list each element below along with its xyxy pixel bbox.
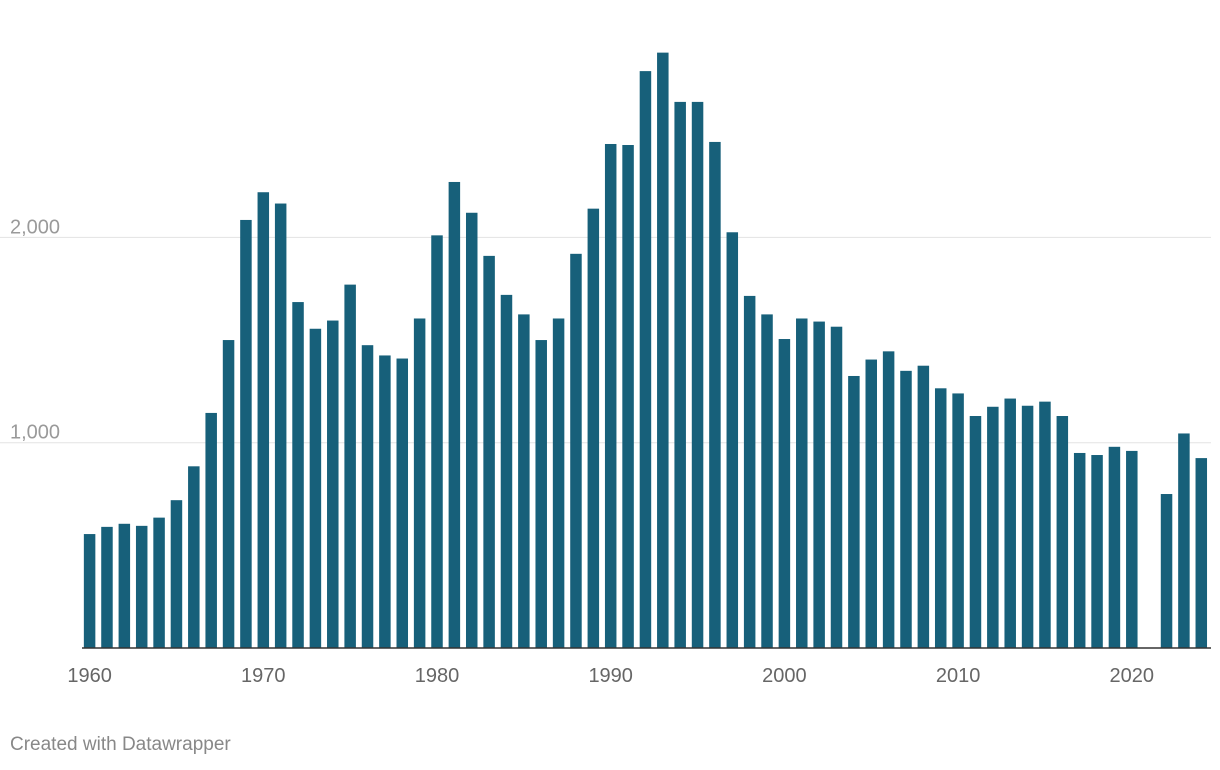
- x-tick-label-1960: 1960: [67, 665, 112, 687]
- bar-1973: [309, 328, 322, 648]
- bar-1964: [153, 517, 165, 648]
- bar-1975: [344, 284, 356, 648]
- bar-1960: [83, 534, 96, 648]
- bar-1962: [118, 523, 131, 648]
- x-tick-label-2020: 2020: [1110, 665, 1155, 687]
- y-axis-labels: 1,000 2,000: [10, 216, 60, 443]
- bar-1996: [709, 141, 721, 648]
- bar-1987: [552, 318, 565, 648]
- bar-1967: [205, 412, 217, 648]
- x-tick-label-2000: 2000: [762, 665, 807, 687]
- bar-1968: [222, 340, 235, 648]
- bar-1984: [500, 294, 513, 648]
- bar-2009: [934, 388, 947, 648]
- y-tick-label-2000: 2,000: [10, 216, 60, 238]
- bar-2016: [1056, 416, 1069, 648]
- bars: [83, 52, 1208, 649]
- bar-2008: [917, 365, 930, 648]
- y-tick-label-1000: 1,000: [10, 422, 60, 444]
- bar-1983: [483, 255, 495, 648]
- bar-1995: [691, 101, 704, 648]
- bar-1977: [379, 355, 391, 648]
- bar-1997: [726, 232, 739, 648]
- x-tick-label-2010: 2010: [936, 665, 981, 687]
- bar-2013: [1004, 398, 1016, 648]
- bar-1988: [570, 253, 582, 648]
- bar-1982: [465, 212, 478, 648]
- bar-1970: [257, 192, 270, 649]
- bar-2004: [848, 375, 860, 648]
- bar-2022: [1160, 494, 1173, 648]
- bar-1993: [657, 52, 669, 648]
- bar-1992: [639, 71, 652, 649]
- bar-2018: [1091, 455, 1103, 648]
- x-tick-label-1980: 1980: [415, 665, 460, 687]
- bar-1963: [135, 525, 148, 648]
- bar-2000: [778, 339, 791, 648]
- bar-1981: [448, 181, 461, 648]
- bar-2002: [813, 321, 825, 648]
- bar-1965: [170, 500, 183, 648]
- bar-2015: [1039, 401, 1051, 648]
- x-axis: 1960 1970 1980 1990 2000 2010 2020: [67, 647, 1211, 687]
- bar-2010: [952, 393, 964, 648]
- bar-1990: [604, 143, 617, 649]
- bar-1979: [413, 318, 426, 648]
- bar-1976: [361, 345, 374, 648]
- bar-1974: [327, 320, 339, 648]
- x-tick-label-1970: 1970: [241, 665, 286, 687]
- bar-2007: [900, 370, 912, 648]
- bar-2001: [796, 318, 808, 648]
- bar-2005: [865, 359, 877, 648]
- bar-2019: [1108, 446, 1121, 648]
- bar-1966: [188, 466, 200, 648]
- bar-1969: [240, 219, 252, 648]
- bar-1971: [274, 203, 287, 648]
- bar-1986: [535, 340, 547, 648]
- bar-1991: [622, 145, 634, 648]
- bar-2023: [1178, 433, 1190, 648]
- x-tick-label-1990: 1990: [588, 665, 633, 687]
- bar-2014: [1021, 405, 1034, 648]
- bar-2012: [987, 406, 999, 648]
- bar-1961: [101, 526, 113, 648]
- bar-1985: [518, 314, 530, 648]
- bar-2024: [1195, 458, 1208, 648]
- bar-1999: [761, 314, 773, 648]
- bar-1978: [396, 358, 409, 648]
- bar-2017: [1073, 452, 1086, 648]
- bar-1972: [292, 302, 304, 648]
- bar-2011: [969, 416, 982, 648]
- bar-1994: [674, 101, 686, 648]
- bar-1998: [743, 295, 756, 648]
- bar-1980: [431, 235, 443, 648]
- bar-1989: [587, 208, 600, 648]
- bar-2006: [882, 351, 895, 648]
- bar-2003: [830, 326, 843, 648]
- bar-2020: [1126, 450, 1138, 648]
- credit-text: Created with Datawrapper: [10, 734, 231, 755]
